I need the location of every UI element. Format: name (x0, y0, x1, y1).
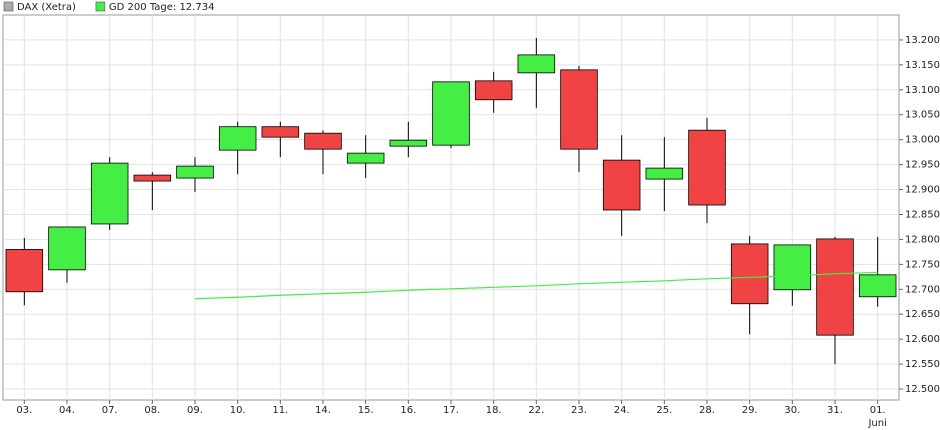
candle-body (389, 139, 428, 147)
y-tick-label: 12.600 (905, 334, 940, 345)
candle-body (48, 226, 86, 271)
candle-body (773, 244, 812, 291)
candle-body (346, 152, 385, 164)
x-tick-label: 24. (614, 405, 630, 416)
candle-body (218, 126, 257, 151)
y-tick-label: 12.550 (905, 359, 940, 370)
x-tick-label: 17. (443, 405, 459, 416)
candle-body (90, 162, 129, 225)
x-sublabel: Juni (867, 418, 886, 429)
x-tick-label: 03. (16, 405, 32, 416)
x-tick-label: 07. (102, 405, 118, 416)
candle-body (432, 81, 470, 146)
y-tick-label: 12.800 (905, 234, 940, 245)
x-tick-label: 09. (187, 405, 203, 416)
x-tick-label: 30. (784, 405, 800, 416)
candle-body (133, 174, 172, 182)
legend-label: GD 200 Tage: 12.734 (109, 2, 215, 13)
candle-body (304, 132, 342, 150)
y-tick-label: 13.200 (905, 35, 940, 46)
y-tick-label: 12.900 (905, 185, 940, 196)
candle-body (517, 54, 556, 74)
candle-body (176, 165, 214, 179)
x-tick-label: 10. (230, 405, 246, 416)
y-tick-label: 12.950 (905, 160, 940, 171)
candle-body (816, 238, 854, 336)
candle-body (858, 274, 897, 298)
y-tick-label: 13.050 (905, 110, 940, 121)
candle-body (5, 248, 44, 293)
x-tick-label: 15. (358, 405, 374, 416)
legend-label: DAX (Xetra) (17, 2, 76, 13)
x-tick-label: 18. (486, 405, 502, 416)
y-tick-label: 12.700 (905, 284, 940, 295)
x-tick-label: 11. (272, 405, 288, 416)
x-tick-label: 25. (656, 405, 672, 416)
x-tick-label: 08. (144, 405, 160, 416)
y-tick-label: 13.000 (905, 135, 940, 146)
x-tick-label: 04. (59, 405, 75, 416)
candle-body (730, 243, 769, 305)
x-tick-label: 31. (827, 405, 843, 416)
candle-body (688, 129, 726, 206)
y-tick-label: 12.850 (905, 209, 940, 220)
legend-swatch (95, 1, 106, 12)
y-tick-label: 12.750 (905, 259, 940, 270)
candle-body (645, 167, 684, 180)
candle-body (560, 69, 598, 150)
x-tick-label: 22. (528, 405, 544, 416)
y-tick-label: 13.150 (905, 60, 940, 71)
x-tick-label: 28. (699, 405, 715, 416)
y-tick-label: 12.650 (905, 309, 940, 320)
y-tick-label: 12.500 (905, 384, 940, 395)
legend-swatch (3, 1, 14, 12)
moving-average-line (194, 271, 878, 300)
candle-body (602, 159, 641, 211)
x-tick-label: 14. (315, 405, 331, 416)
x-tick-label: 23. (571, 405, 587, 416)
y-tick-label: 13.100 (905, 85, 940, 96)
x-tick-label: 29. (742, 405, 758, 416)
x-tick-label: 16. (400, 405, 416, 416)
x-tick-label: 01. (870, 405, 886, 416)
candle-body (474, 80, 513, 101)
candle-body (261, 126, 300, 138)
